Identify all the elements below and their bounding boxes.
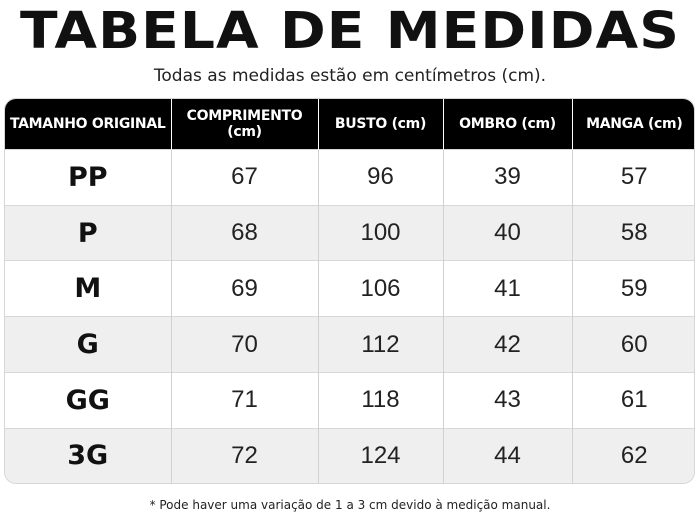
table-row: PP 67 96 39 57 (5, 149, 694, 206)
header-shoulder: OMBRO (cm) (442, 99, 572, 150)
cell-shoulder: 39 (442, 149, 572, 206)
header-sleeve: MANGA (cm) (571, 99, 694, 150)
cell-shoulder: 41 (442, 260, 572, 317)
header-length: COMPRIMENTO (cm) (170, 99, 318, 150)
cell-length: 70 (170, 316, 318, 373)
cell-sleeve: 59 (571, 260, 694, 317)
cell-size: M (5, 260, 171, 317)
cell-bust: 96 (317, 149, 443, 206)
cell-length: 67 (170, 149, 318, 206)
cell-shoulder: 40 (442, 204, 572, 261)
cell-bust: 118 (317, 371, 443, 429)
header-size: TAMANHO ORIGINAL (5, 99, 171, 150)
cell-length: 72 (170, 427, 318, 483)
cell-sleeve: 57 (571, 149, 694, 206)
cell-sleeve: 62 (571, 427, 694, 483)
size-table-container: TAMANHO ORIGINAL COMPRIMENTO (cm) BUSTO … (4, 98, 695, 484)
table-row: 3G 72 124 44 62 (5, 427, 694, 483)
page-title: TABELA DE MEDIDAS (19, 2, 680, 61)
cell-shoulder: 42 (442, 316, 572, 373)
table-body: PP 67 96 39 57 P 68 100 40 58 M 69 106 4… (5, 149, 694, 483)
table-header: TAMANHO ORIGINAL COMPRIMENTO (cm) BUSTO … (5, 99, 694, 150)
cell-bust: 100 (317, 204, 443, 261)
cell-sleeve: 61 (571, 371, 694, 429)
header-row: TAMANHO ORIGINAL COMPRIMENTO (cm) BUSTO … (5, 99, 694, 150)
size-table: TAMANHO ORIGINAL COMPRIMENTO (cm) BUSTO … (5, 99, 694, 483)
cell-length: 68 (170, 204, 318, 261)
cell-size: GG (5, 371, 171, 429)
cell-shoulder: 44 (442, 427, 572, 483)
table-row: G 70 112 42 60 (5, 316, 694, 373)
header-bust: BUSTO (cm) (317, 99, 443, 150)
cell-bust: 112 (317, 316, 443, 373)
footnote: * Pode haver uma variação de 1 a 3 cm de… (149, 498, 551, 512)
cell-bust: 124 (317, 427, 443, 483)
cell-sleeve: 58 (571, 204, 694, 261)
cell-sleeve: 60 (571, 316, 694, 373)
cell-length: 71 (170, 371, 318, 429)
page-subtitle: Todas as medidas estão em centímetros (c… (153, 66, 547, 86)
table-row: M 69 106 41 59 (5, 260, 694, 317)
cell-bust: 106 (317, 260, 443, 317)
cell-size: 3G (5, 427, 171, 483)
cell-size: G (5, 316, 171, 373)
cell-size: P (5, 204, 171, 261)
cell-size: PP (5, 149, 171, 206)
cell-length: 69 (170, 260, 318, 317)
table-row: GG 71 118 43 61 (5, 371, 694, 429)
cell-shoulder: 43 (442, 371, 572, 429)
table-row: P 68 100 40 58 (5, 204, 694, 261)
